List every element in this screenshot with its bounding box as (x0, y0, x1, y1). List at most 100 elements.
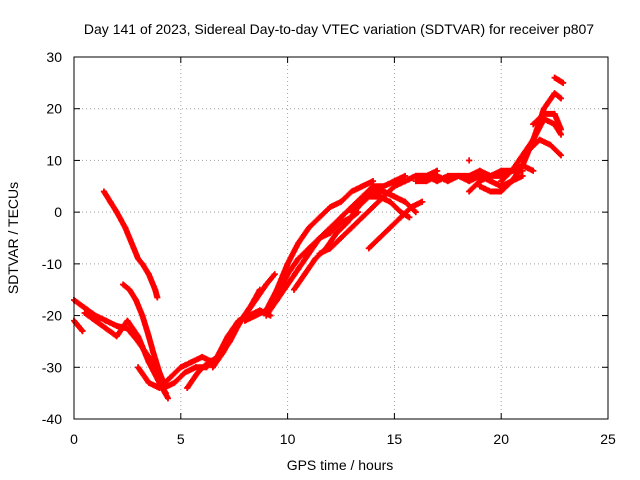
data-point (406, 214, 413, 221)
data-point (271, 271, 278, 278)
data-point (241, 317, 248, 324)
y-tick-label: 0 (54, 204, 62, 220)
data-point (182, 369, 189, 376)
data-point (419, 198, 426, 205)
series-markers (100, 188, 161, 301)
data-point (284, 260, 291, 267)
data-point (397, 214, 404, 221)
data-point (525, 147, 532, 154)
series-arc-21 (498, 90, 565, 185)
data-point (558, 126, 565, 133)
data-point (338, 235, 344, 241)
chart-title: Day 141 of 2023, Sidereal Day-to-day VTE… (84, 21, 594, 37)
data-point (231, 328, 238, 335)
series-arc-7 (160, 307, 274, 391)
data-point (177, 364, 184, 371)
y-tick-label: 20 (46, 101, 62, 117)
data-point (376, 235, 383, 241)
data-point (391, 178, 398, 185)
data-point (316, 214, 323, 221)
data-point (498, 178, 505, 185)
data-point (370, 203, 377, 210)
data-point (139, 312, 146, 319)
data-point (135, 364, 142, 371)
data-point (530, 121, 537, 128)
data-point (408, 203, 415, 210)
data-point (423, 172, 430, 179)
data-point (391, 193, 398, 200)
data-point (135, 333, 142, 340)
data-point (370, 178, 377, 185)
data-point (412, 178, 419, 185)
data-point (209, 364, 216, 371)
series-arc-23 (530, 110, 565, 133)
data-point (476, 183, 483, 190)
data-point (558, 152, 565, 159)
data-point (348, 203, 355, 210)
data-point (530, 136, 537, 143)
data-point (184, 384, 191, 391)
data-point (205, 359, 212, 366)
data-point (391, 183, 398, 190)
data-point (498, 167, 505, 174)
data-point (402, 178, 409, 185)
x-tick-label: 5 (177, 431, 185, 447)
data-point (263, 281, 270, 288)
data-point (380, 183, 387, 190)
data-point (359, 193, 366, 200)
data-point (273, 297, 280, 304)
data-point (103, 317, 110, 324)
data-point (194, 369, 201, 376)
data-point (305, 224, 312, 231)
data-point (338, 219, 344, 226)
data-point (359, 183, 366, 190)
data-point (316, 250, 323, 257)
data-point (547, 141, 554, 148)
data-point (291, 286, 298, 293)
series-markers (160, 307, 274, 391)
data-point (113, 209, 120, 216)
data-point (387, 198, 394, 205)
data-point (558, 131, 565, 138)
data-point (487, 172, 494, 179)
data-point (103, 325, 110, 332)
axis-ticks: 0 5 10 15 20 25 -40 -30 -20 -10 0 10 20 30 (42, 49, 616, 447)
grid-lines (74, 57, 608, 419)
data-point (284, 281, 291, 288)
data-point (113, 322, 120, 329)
series-arc-19 (466, 162, 537, 195)
data-point (122, 224, 129, 231)
data-point (160, 384, 167, 391)
data-point (327, 245, 334, 252)
data-point (156, 369, 163, 376)
data-point (92, 312, 99, 319)
data-point (312, 255, 319, 262)
data-point (455, 172, 462, 179)
data-point (120, 281, 127, 288)
data-point (295, 255, 302, 262)
data-point (551, 74, 558, 81)
data-series (71, 74, 567, 402)
series-arc-4 (100, 188, 161, 301)
data-point (132, 297, 139, 304)
series-arc-3 (81, 309, 171, 402)
data-point (139, 260, 146, 267)
series-arc-24 (551, 74, 567, 86)
data-point (551, 110, 558, 117)
data-point (498, 188, 505, 195)
data-point (107, 198, 114, 205)
data-point (370, 188, 377, 195)
data-point (135, 255, 142, 262)
data-point (338, 214, 344, 221)
data-point (466, 178, 473, 185)
data-point (519, 172, 526, 179)
data-point (466, 188, 473, 195)
data-point (444, 178, 451, 185)
data-point (397, 209, 404, 216)
data-point (263, 312, 270, 319)
data-point (100, 188, 107, 195)
data-point (530, 167, 537, 174)
data-point (370, 183, 377, 190)
data-point (380, 188, 387, 195)
